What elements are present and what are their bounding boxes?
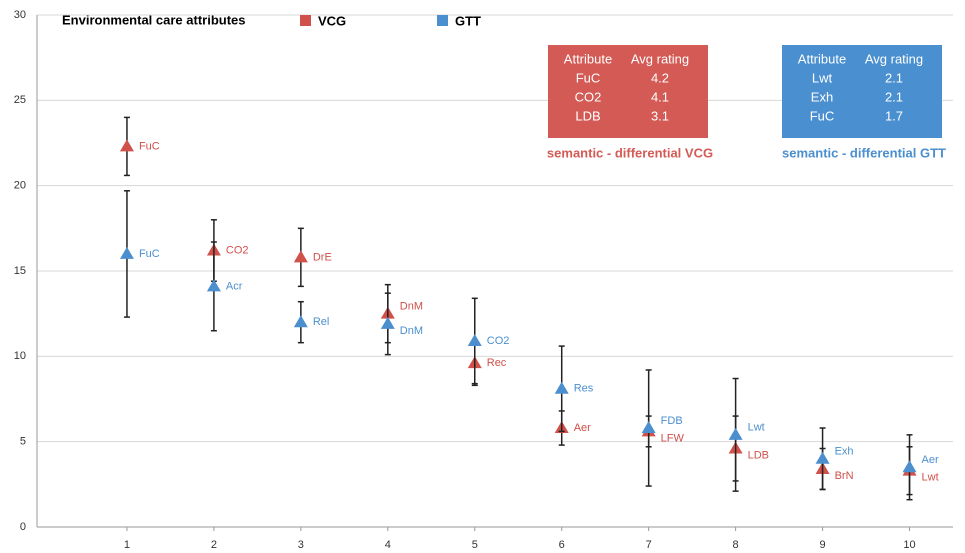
point-label: Res [574, 383, 594, 395]
x-tick-label: 8 [733, 539, 739, 551]
legend-swatch [300, 15, 311, 26]
point-label: Lwt [922, 472, 939, 484]
rating-table: Attribute Avg rating Lwt 2.1 Exh 2.1 FuC 1.7 [782, 45, 942, 138]
table-cell: Lwt [812, 70, 833, 85]
point-label: Exh [835, 446, 854, 458]
table-header: Avg rating [865, 51, 923, 66]
marker [902, 460, 917, 473]
point-label: Rec [487, 357, 507, 369]
point-label: FDB [661, 415, 683, 427]
y-tick-label: 30 [14, 9, 26, 21]
table-cell: 2.1 [885, 70, 903, 85]
y-tick-label: 5 [20, 436, 26, 448]
marker [293, 250, 308, 263]
legend-label: VCG [318, 13, 346, 28]
table-cell: 2.1 [885, 89, 903, 104]
table-cell: FuC [810, 108, 835, 123]
marker [554, 381, 569, 394]
legend-swatch [437, 15, 448, 26]
y-tick-label: 20 [14, 180, 26, 192]
x-tick-label: 1 [124, 539, 130, 551]
table-header: Attribute [564, 51, 612, 66]
x-tick-label: 9 [820, 539, 826, 551]
point-label: LDB [748, 449, 769, 461]
x-tick-label: 6 [559, 539, 565, 551]
legend-label: GTT [455, 13, 481, 28]
table-cell: 4.1 [651, 89, 669, 104]
chart-title: Environmental care attributes [62, 12, 246, 27]
point-label: BrN [835, 470, 854, 482]
table-caption: semantic - differential VCG [547, 145, 713, 160]
table-cell: LDB [575, 108, 600, 123]
point-label: LFW [661, 432, 685, 444]
rating-table: Attribute Avg rating FuC 4.2 CO2 4.1 LDB 3.1 [548, 45, 708, 138]
point-label: Lwt [748, 422, 765, 434]
point-label: Aer [574, 422, 591, 434]
table-header: Avg rating [631, 51, 689, 66]
point-label: CO2 [226, 244, 249, 256]
table-cell: 1.7 [885, 108, 903, 123]
x-tick-label: 10 [903, 539, 915, 551]
table-box [548, 45, 708, 138]
point-label: DrE [313, 251, 332, 263]
marker [119, 246, 134, 259]
point-label: DnM [400, 325, 423, 337]
x-tick-label: 2 [211, 539, 217, 551]
marker [467, 333, 482, 346]
point-label: FuC [139, 248, 160, 260]
x-tick-label: 3 [298, 539, 304, 551]
y-tick-label: 25 [14, 94, 26, 106]
marker [206, 279, 221, 292]
marker [380, 316, 395, 329]
table-header: Attribute [798, 51, 846, 66]
marker [815, 451, 830, 464]
point-label: Acr [226, 280, 243, 292]
point-label: Aer [922, 454, 939, 466]
point-label: DnM [400, 301, 423, 313]
marker [119, 139, 134, 152]
table-cell: CO2 [575, 89, 602, 104]
table-cell: 3.1 [651, 108, 669, 123]
table-cell: 4.2 [651, 70, 669, 85]
y-tick-label: 0 [20, 521, 26, 533]
table-box [782, 45, 942, 138]
point-label: CO2 [487, 335, 510, 347]
marker [293, 315, 308, 328]
table-caption: semantic - differential GTT [782, 145, 946, 160]
marker [728, 427, 743, 440]
table-cell: FuC [576, 70, 601, 85]
table-cell: Exh [811, 89, 833, 104]
point-label: FuC [139, 140, 160, 152]
x-tick-label: 4 [385, 539, 391, 551]
y-tick-label: 15 [14, 265, 26, 277]
y-tick-label: 10 [14, 350, 26, 362]
point-label: Rel [313, 316, 330, 328]
x-tick-label: 7 [646, 539, 652, 551]
x-tick-label: 5 [472, 539, 478, 551]
marker [641, 421, 656, 434]
